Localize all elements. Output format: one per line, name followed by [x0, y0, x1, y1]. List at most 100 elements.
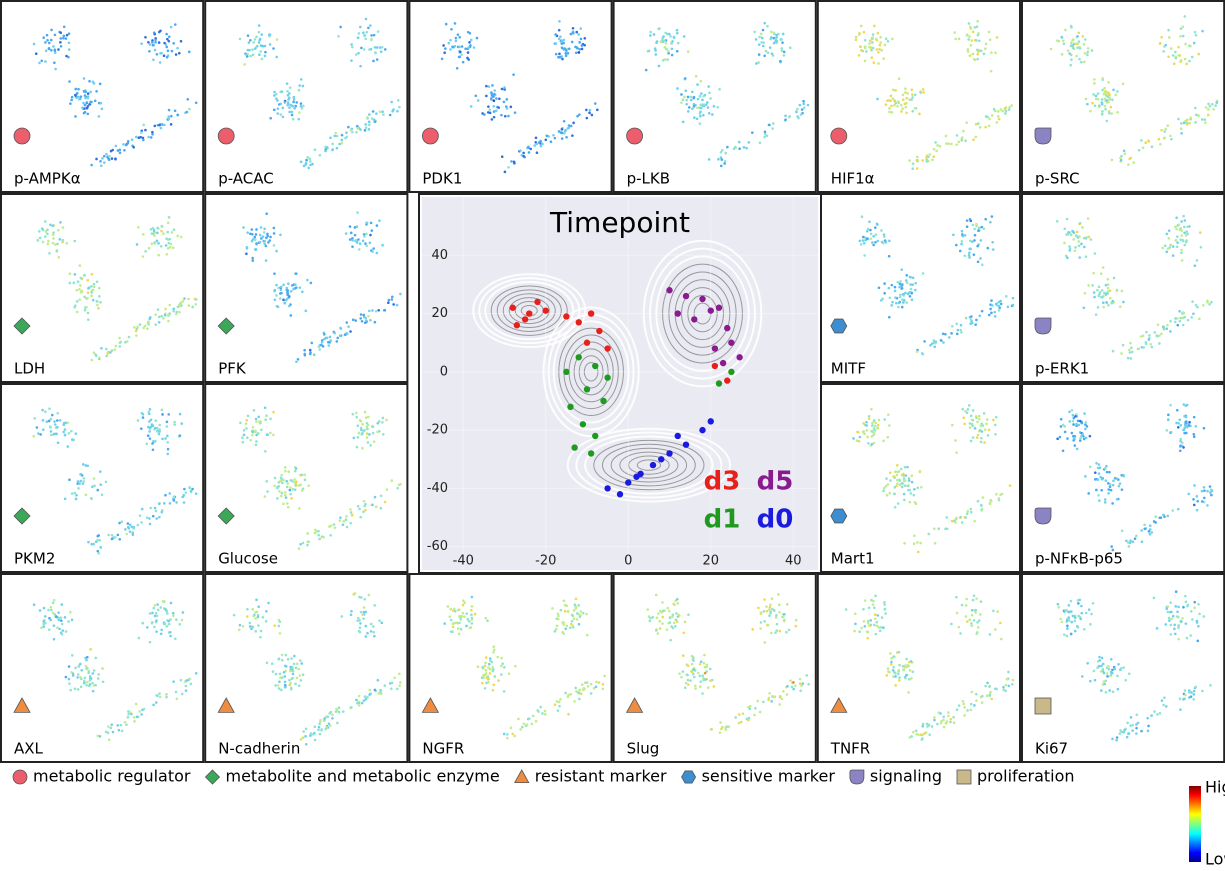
dot — [168, 245, 172, 249]
dot — [539, 144, 543, 148]
dot — [100, 493, 104, 497]
dot — [258, 233, 262, 237]
dot — [903, 465, 907, 469]
dot — [910, 298, 914, 302]
dot — [92, 285, 96, 289]
dot — [299, 78, 303, 81]
dot — [260, 237, 263, 240]
dot — [754, 706, 757, 710]
dot — [1110, 671, 1114, 675]
dot — [392, 108, 395, 111]
dot — [999, 299, 1002, 303]
dot — [571, 624, 575, 628]
dot — [317, 725, 321, 729]
dot — [349, 511, 353, 514]
dot — [367, 314, 370, 318]
dot — [359, 317, 362, 320]
dot — [908, 500, 912, 504]
dot — [1084, 475, 1087, 478]
dot — [1058, 435, 1062, 439]
dot — [1165, 232, 1169, 236]
dot — [1116, 687, 1120, 691]
dot — [108, 154, 111, 158]
dot — [82, 90, 86, 93]
dot — [1177, 45, 1180, 49]
dot — [882, 235, 886, 238]
dot — [646, 49, 650, 53]
dot — [1169, 47, 1173, 50]
legend-label: metabolic regulator — [33, 767, 191, 786]
dot — [92, 542, 95, 546]
dot — [583, 687, 586, 691]
point — [715, 304, 723, 311]
dot — [945, 720, 949, 723]
dot — [1103, 104, 1107, 108]
dot — [799, 113, 803, 116]
panel: TNFR — [816, 573, 1021, 763]
dot — [451, 622, 455, 626]
dot — [578, 113, 581, 116]
dot — [470, 616, 474, 620]
dot — [1104, 107, 1107, 111]
panel-label: p-AMPKα — [14, 170, 81, 188]
dot — [874, 632, 878, 636]
dot — [323, 717, 327, 720]
dot — [136, 523, 140, 527]
dot — [649, 30, 652, 34]
dot — [971, 240, 974, 243]
dot — [1070, 610, 1073, 613]
dot — [269, 431, 272, 435]
dot — [557, 55, 560, 59]
dot — [965, 512, 969, 516]
dot — [324, 145, 327, 149]
dot — [1101, 266, 1105, 269]
dot — [381, 110, 384, 114]
dot — [70, 95, 74, 99]
dot — [1169, 330, 1172, 333]
dot — [1063, 241, 1066, 245]
dot — [989, 499, 993, 503]
dot — [160, 408, 164, 412]
dot — [46, 228, 49, 232]
panel-border — [408, 573, 613, 763]
dot — [865, 630, 869, 634]
dot — [1175, 216, 1178, 220]
dot — [326, 715, 330, 719]
dot — [86, 311, 90, 315]
dot — [443, 51, 446, 55]
dot — [46, 39, 49, 42]
dot — [369, 24, 372, 27]
dot — [278, 680, 281, 684]
dot — [1210, 493, 1213, 497]
dot — [82, 77, 86, 80]
dot — [273, 476, 277, 480]
dot — [264, 50, 267, 54]
dot — [860, 626, 863, 630]
dot — [895, 301, 898, 305]
dot — [75, 96, 78, 100]
dot — [113, 348, 116, 351]
dot — [120, 729, 124, 733]
dot — [1097, 105, 1101, 109]
dot — [1107, 109, 1111, 113]
dot — [123, 340, 127, 344]
dot — [147, 135, 150, 139]
dot — [49, 618, 53, 622]
dot — [972, 138, 975, 142]
dot — [778, 611, 781, 614]
dot — [872, 61, 876, 65]
dot — [165, 253, 169, 256]
dot — [257, 41, 261, 44]
dot — [1071, 614, 1075, 618]
dot — [968, 25, 972, 29]
dot — [862, 241, 866, 245]
dot — [159, 632, 163, 636]
dot — [950, 332, 953, 335]
dot — [76, 280, 80, 283]
dot — [1099, 272, 1103, 276]
dot — [353, 233, 357, 237]
dot — [1165, 429, 1169, 432]
dot — [44, 60, 47, 63]
dot — [759, 32, 763, 36]
dot — [719, 721, 722, 724]
